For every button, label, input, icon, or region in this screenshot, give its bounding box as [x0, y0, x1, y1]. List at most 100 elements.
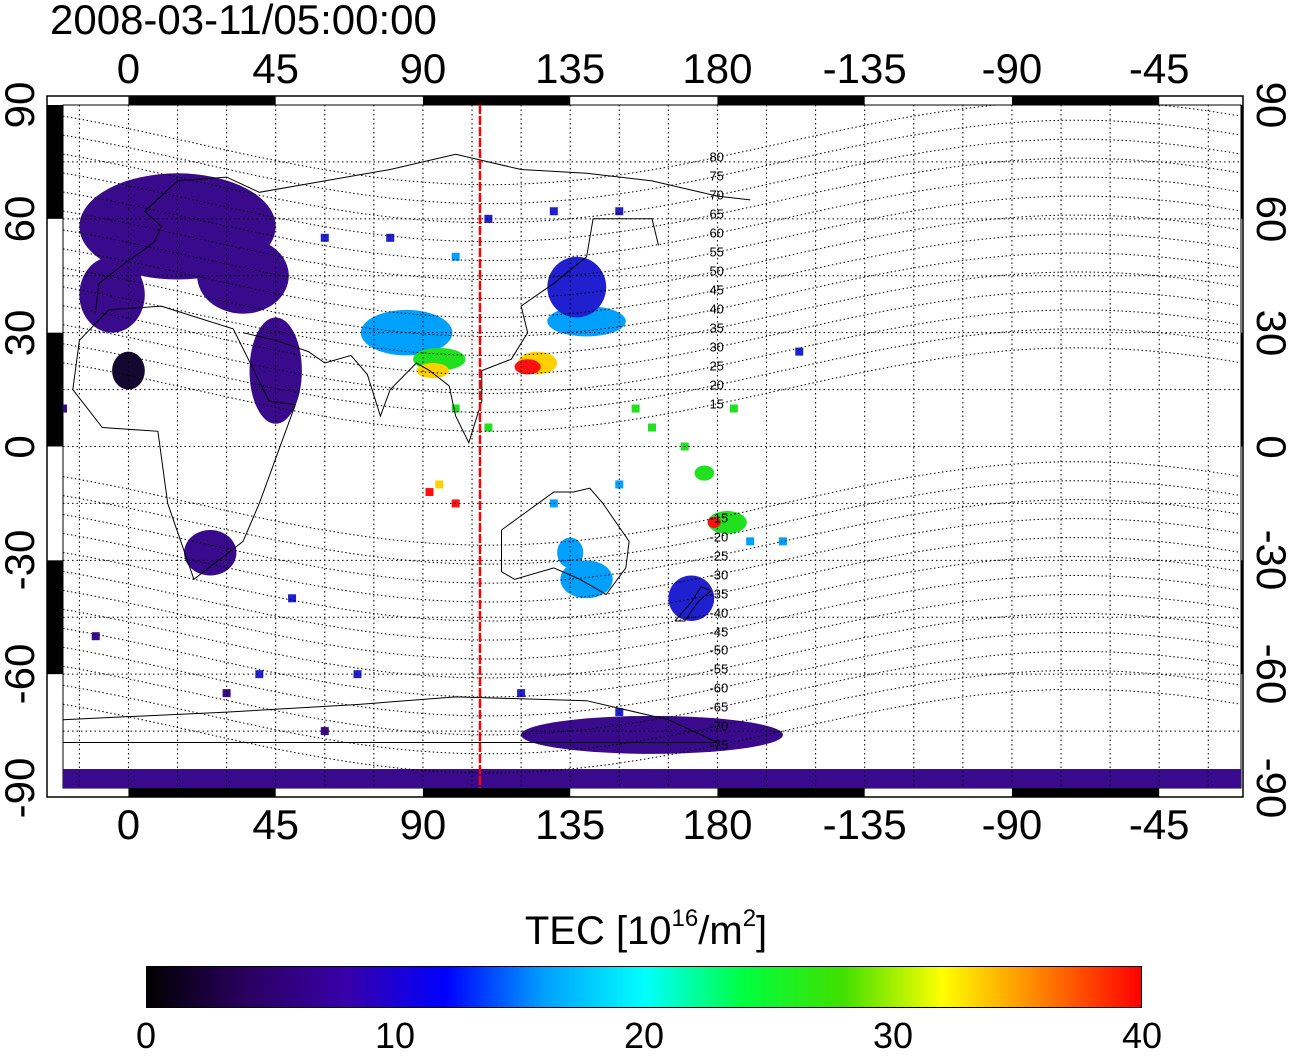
mag-lat-contour: [63, 556, 1241, 641]
left-axis-tick-label: 60: [0, 195, 43, 243]
tec-cell: [425, 488, 434, 497]
mag-lat-contour: [63, 309, 1241, 394]
tec-cell: [451, 404, 460, 413]
mag-lat-contour: [63, 461, 1241, 546]
bottom-axis-tick-label: -90: [981, 801, 1043, 848]
colorbar-tick-label: 0: [135, 1015, 157, 1056]
contour-label: 20: [709, 377, 724, 393]
contour-label: 60: [709, 225, 724, 241]
contour-label: 30: [709, 339, 724, 355]
frame-bar-bottom: [717, 788, 865, 797]
plot-title: 2008-03-11/05:00:00: [50, 0, 437, 43]
tec-patch: [694, 465, 715, 481]
colorbar-tick-label: 10: [374, 1015, 416, 1056]
mag-lat-contour: [63, 195, 1241, 280]
tec-cell: [288, 594, 297, 603]
bottom-axis-tick-label: -45: [1128, 801, 1190, 848]
top-axis-tick-label: 45: [252, 45, 300, 92]
contour-label: 35: [709, 320, 724, 336]
contour-label: 55: [709, 244, 724, 260]
bottom-axis-tick-label: 0: [116, 801, 141, 848]
contour-label: 50: [709, 263, 724, 279]
mag-lat-contour: [63, 290, 1241, 375]
bottom-axis-tick-label: -135: [822, 801, 907, 848]
tec-cell: [353, 670, 362, 679]
contour-label: -70: [709, 718, 729, 734]
tec-cell: [746, 537, 755, 546]
contour-label: -35: [709, 586, 729, 602]
contour-label: 70: [709, 187, 724, 203]
contour-label: -55: [709, 661, 729, 677]
colorbar-title: TEC [1016/m2]: [524, 905, 768, 954]
left-axis-tick-label: 0: [0, 434, 43, 459]
contour-label: 80: [709, 149, 724, 165]
coastline: [242, 218, 659, 445]
contour-label: 40: [709, 301, 724, 317]
tec-patch: [560, 560, 613, 599]
tec-cell: [435, 480, 444, 489]
contour-label: 75: [709, 168, 724, 184]
colorbar-tick-label: 20: [623, 1015, 665, 1056]
mag-lat-contour: [63, 105, 1241, 186]
colorbar: [146, 966, 1142, 1008]
frame-bar-top: [128, 96, 276, 105]
mag-lat-contour: [63, 632, 1241, 717]
mag-lat-contour: [63, 271, 1241, 356]
mag-lat-contour: [63, 252, 1241, 337]
tec-cell: [320, 233, 329, 242]
axis-frame-bars: [47, 96, 1243, 797]
mag-lat-contour: [63, 594, 1241, 679]
left-axis-tick-label: -90: [0, 757, 43, 819]
frame-bar-bottom: [422, 788, 571, 797]
mag-lat-contour: [63, 119, 1241, 205]
tec-cell: [517, 689, 526, 698]
right-axis-tick-label: 90: [1248, 81, 1292, 129]
right-axis-tick-label: 60: [1248, 195, 1292, 243]
mag-lat-contour: [63, 233, 1241, 318]
left-axis-tick-label: 90: [0, 81, 43, 129]
contour-label: 45: [709, 282, 724, 298]
tec-patch: [668, 575, 715, 622]
top-axis-tick-label: -45: [1128, 45, 1190, 92]
tec-cell: [631, 404, 640, 413]
tec-cell: [386, 233, 395, 242]
magnetic-latitude-contours: [63, 105, 1241, 774]
top-axis-tick-label: -135: [822, 45, 907, 92]
contour-label: -75: [709, 737, 729, 753]
right-axis-tick-label: 0: [1248, 434, 1292, 459]
mag-lat-contour: [63, 518, 1241, 603]
tec-cell: [778, 537, 787, 546]
tec-cell: [222, 689, 231, 698]
contour-label: 65: [709, 206, 724, 222]
frame-bar-left: [47, 332, 63, 447]
frame-bar-right: [1241, 560, 1243, 675]
mag-lat-contour: [63, 650, 1241, 736]
bottom-axis-tick-label: 135: [535, 801, 606, 848]
frame-bar-top: [717, 96, 865, 105]
top-axis-tick-label: 90: [399, 45, 447, 92]
mag-lat-contour: [63, 669, 1241, 755]
tec-cell: [91, 632, 100, 641]
contour-label: -40: [709, 605, 729, 621]
right-axis-tick-label: -60: [1248, 643, 1292, 705]
right-axis-tick-label: -30: [1248, 529, 1292, 591]
coastlines: [63, 153, 751, 743]
contour-label: -65: [709, 699, 729, 715]
contour-label: -60: [709, 680, 729, 696]
contour-label: 15: [709, 396, 724, 412]
coastline: [72, 305, 296, 581]
mag-lat-contour: [63, 575, 1241, 660]
coastline: [95, 153, 751, 310]
bottom-axis-tick-label: 45: [252, 801, 300, 848]
frame-bar-left: [47, 560, 63, 675]
tec-patch: [79, 256, 145, 333]
mag-lat-contour: [63, 157, 1241, 243]
contour-label: -30: [709, 567, 729, 583]
tec-cell: [484, 214, 493, 223]
contour-label: -45: [709, 624, 729, 640]
tec-patch: [184, 529, 237, 576]
contour-label: -25: [709, 548, 729, 564]
tec-cell: [648, 423, 656, 432]
coastline: [674, 586, 712, 622]
